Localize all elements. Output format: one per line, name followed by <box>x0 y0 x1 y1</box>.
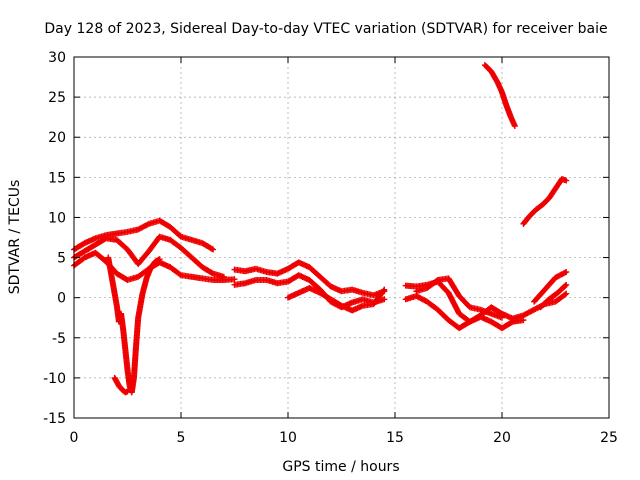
series-arc-1 <box>71 217 217 253</box>
data-point <box>563 281 570 288</box>
data-point <box>176 271 183 278</box>
data-points <box>71 62 570 396</box>
data-point <box>499 314 505 321</box>
data-point <box>381 296 388 303</box>
data-point <box>156 256 163 263</box>
series-mid-1 <box>231 259 388 299</box>
data-point <box>520 317 527 324</box>
chart-title: Day 128 of 2023, Sidereal Day-to-day VTE… <box>44 21 607 37</box>
series-rise-1 <box>531 268 570 305</box>
series-arc-high <box>481 62 518 129</box>
series-dip <box>105 254 163 396</box>
y-tick-label: 15 <box>48 170 66 186</box>
series-mid-3 <box>285 285 388 314</box>
x-tick-label: 0 <box>70 430 79 446</box>
y-tick-label: -15 <box>43 411 66 427</box>
data-point <box>563 177 570 184</box>
x-tick-label: 15 <box>386 430 404 446</box>
series-late-3 <box>413 275 505 321</box>
series-late-2 <box>402 293 527 332</box>
data-point <box>511 122 518 129</box>
y-axis-label: SDTVAR / TECUs <box>7 180 23 295</box>
x-tick-label: 5 <box>177 430 186 446</box>
y-tick-label: 5 <box>57 251 66 267</box>
x-axis-label: GPS time / hours <box>282 459 399 475</box>
series-dip-low <box>111 374 131 396</box>
y-tick-label: -5 <box>52 331 66 347</box>
data-point <box>208 245 215 252</box>
data-point <box>562 282 569 289</box>
data-point <box>231 276 238 283</box>
data-point <box>563 290 570 297</box>
y-tick-label: 10 <box>48 210 66 226</box>
data-point <box>381 286 388 293</box>
series-rise-2 <box>537 281 570 311</box>
y-tick-label: -10 <box>43 371 66 387</box>
data-point <box>380 287 387 294</box>
y-tick-label: 20 <box>48 130 66 146</box>
data-point <box>124 388 131 395</box>
data-point <box>433 277 440 284</box>
y-tick-label: 0 <box>57 291 66 307</box>
data-point <box>508 319 515 326</box>
series-arc-up <box>520 175 570 227</box>
data-point <box>208 269 215 276</box>
y-tick-label: 25 <box>48 90 66 106</box>
axis-ticks: 0 5 10 15 20 25 -15 -10 -5 0 5 10 15 20 25 30 <box>43 50 618 446</box>
x-tick-label: 20 <box>493 430 511 446</box>
data-point <box>210 246 217 253</box>
data-point <box>562 291 569 298</box>
y-tick-label: 30 <box>48 50 66 66</box>
plot-frame <box>73 56 610 419</box>
x-tick-label: 25 <box>600 430 618 446</box>
data-point <box>563 268 570 275</box>
grid <box>74 57 609 418</box>
x-tick-label: 10 <box>279 430 297 446</box>
